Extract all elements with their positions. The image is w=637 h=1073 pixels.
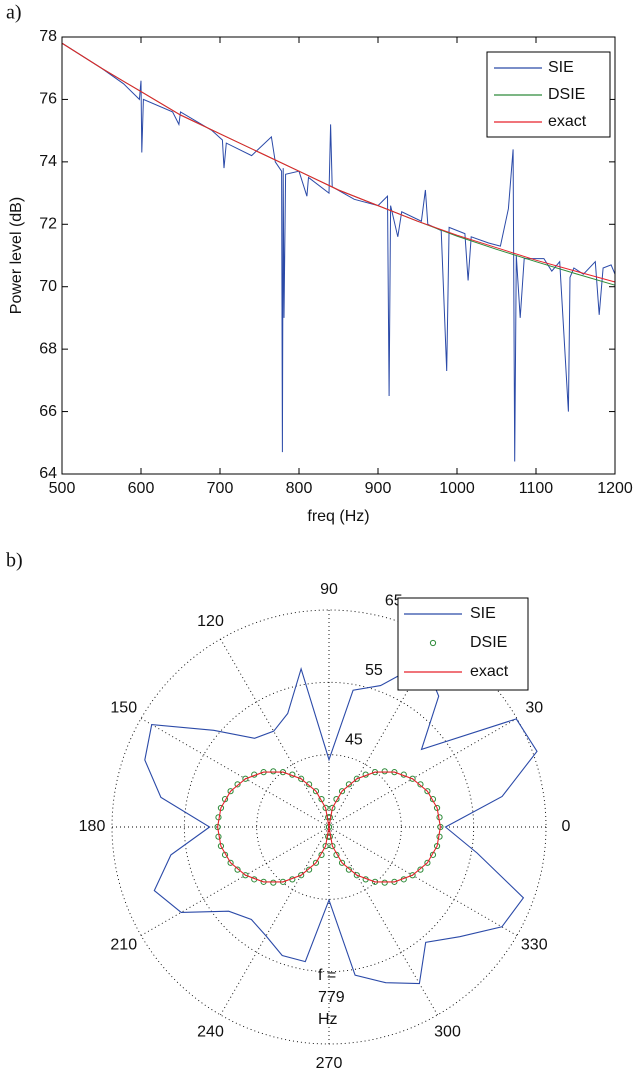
y-tick-label: 68 [39,340,57,357]
data-marker [424,859,431,866]
x-tick-label: 1100 [519,480,554,497]
x-tick-label: 800 [286,480,313,497]
theta-tick-label: 210 [110,937,137,954]
panel-label: b) [6,550,23,572]
spoke [328,718,518,828]
y-tick-label: 72 [39,216,57,233]
data-marker [242,775,249,782]
data-marker [381,768,388,775]
data-marker [227,788,234,795]
r-tick-label: 55 [365,662,383,679]
x-tick-label: 900 [365,480,392,497]
range-ring [111,609,547,1045]
theta-tick-label: 150 [110,700,137,717]
y-tick-label: 64 [39,465,57,482]
data-marker [242,872,249,879]
spoke [220,638,330,828]
range-ring [183,681,475,973]
y-tick-label: 66 [39,403,57,420]
y-tick-label: 78 [39,28,57,45]
x-tick-label: 1200 [597,480,633,497]
data-marker [345,781,353,788]
y-tick-label: 76 [39,91,57,108]
series-line [144,660,538,985]
panel-label: a) [6,2,22,24]
data-marker [424,788,431,795]
legend-label: DSIE [470,634,507,651]
y-tick-label: 70 [39,278,57,295]
data-marker [417,866,424,873]
theta-tick-label: 240 [197,1023,224,1040]
data-marker [305,866,313,873]
data-marker [270,768,277,775]
data-marker [345,866,353,873]
data-marker [312,859,320,866]
r-tick-label: 45 [345,731,363,748]
x-tick-label: 500 [49,480,76,497]
annotation: Hz [318,1011,338,1028]
data-marker [227,859,234,866]
theta-tick-label: 30 [525,700,543,717]
data-marker [409,775,416,782]
annotation: 779 [318,989,345,1006]
theta-tick-label: 330 [521,937,548,954]
data-marker [270,879,277,886]
theta-tick-label: 0 [562,818,571,835]
data-marker [234,781,241,788]
legend-box [397,597,529,691]
x-axis-label: freq (Hz) [307,508,369,525]
annotation: f = [318,967,336,984]
theta-tick-label: 300 [434,1023,461,1040]
legend-label: exact [548,113,587,130]
theta-tick-label: 90 [320,581,338,598]
data-marker [381,879,388,886]
data-marker [305,781,313,788]
spoke [328,826,438,1016]
x-tick-label: 600 [128,480,155,497]
spoke [140,826,330,936]
data-marker [409,872,416,879]
y-axis-label: Power level (dB) [8,197,25,314]
y-tick-label: 74 [39,153,57,170]
x-tick-label: 1000 [439,480,475,497]
range-ring [256,754,402,900]
data-marker [338,788,346,795]
axes-box [61,36,616,475]
data-marker [298,872,305,879]
series-line [217,771,441,883]
data-marker [312,788,320,795]
data-marker [353,775,360,782]
spoke [140,718,330,828]
theta-tick-label: 270 [316,1055,343,1072]
legend-label: SIE [548,59,574,76]
theta-tick-label: 180 [79,818,106,835]
legend-label: SIE [470,605,496,622]
data-marker [353,872,360,879]
legend-label: DSIE [548,86,585,103]
legend-marker [429,639,437,647]
data-marker [234,866,241,873]
x-tick-label: 700 [207,480,234,497]
data-marker [298,775,305,782]
series-line [61,42,616,283]
spoke [220,826,330,1016]
spoke [328,826,518,936]
theta-tick-label: 120 [197,613,224,630]
data-marker [417,781,424,788]
data-marker [338,859,346,866]
legend-label: exact [470,663,509,680]
